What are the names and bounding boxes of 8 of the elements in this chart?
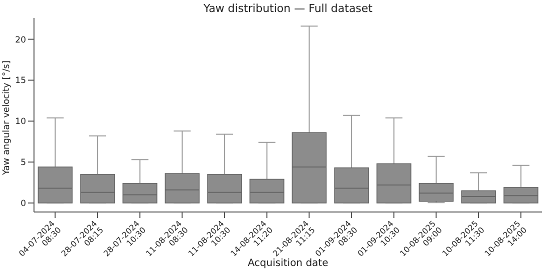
chart-title: Yaw distribution — Full dataset <box>202 2 374 15</box>
y-tick-label: 0 <box>20 199 26 210</box>
y-tick-label: 10 <box>15 117 26 128</box>
y-tick-label: 20 <box>15 35 26 46</box>
y-axis-title: Yaw angular velocity [°/s] <box>2 60 12 176</box>
x-axis-title: Acquisition date <box>248 258 328 269</box>
y-tick-label: 5 <box>20 158 26 168</box>
y-tick-label: 15 <box>15 76 26 86</box>
